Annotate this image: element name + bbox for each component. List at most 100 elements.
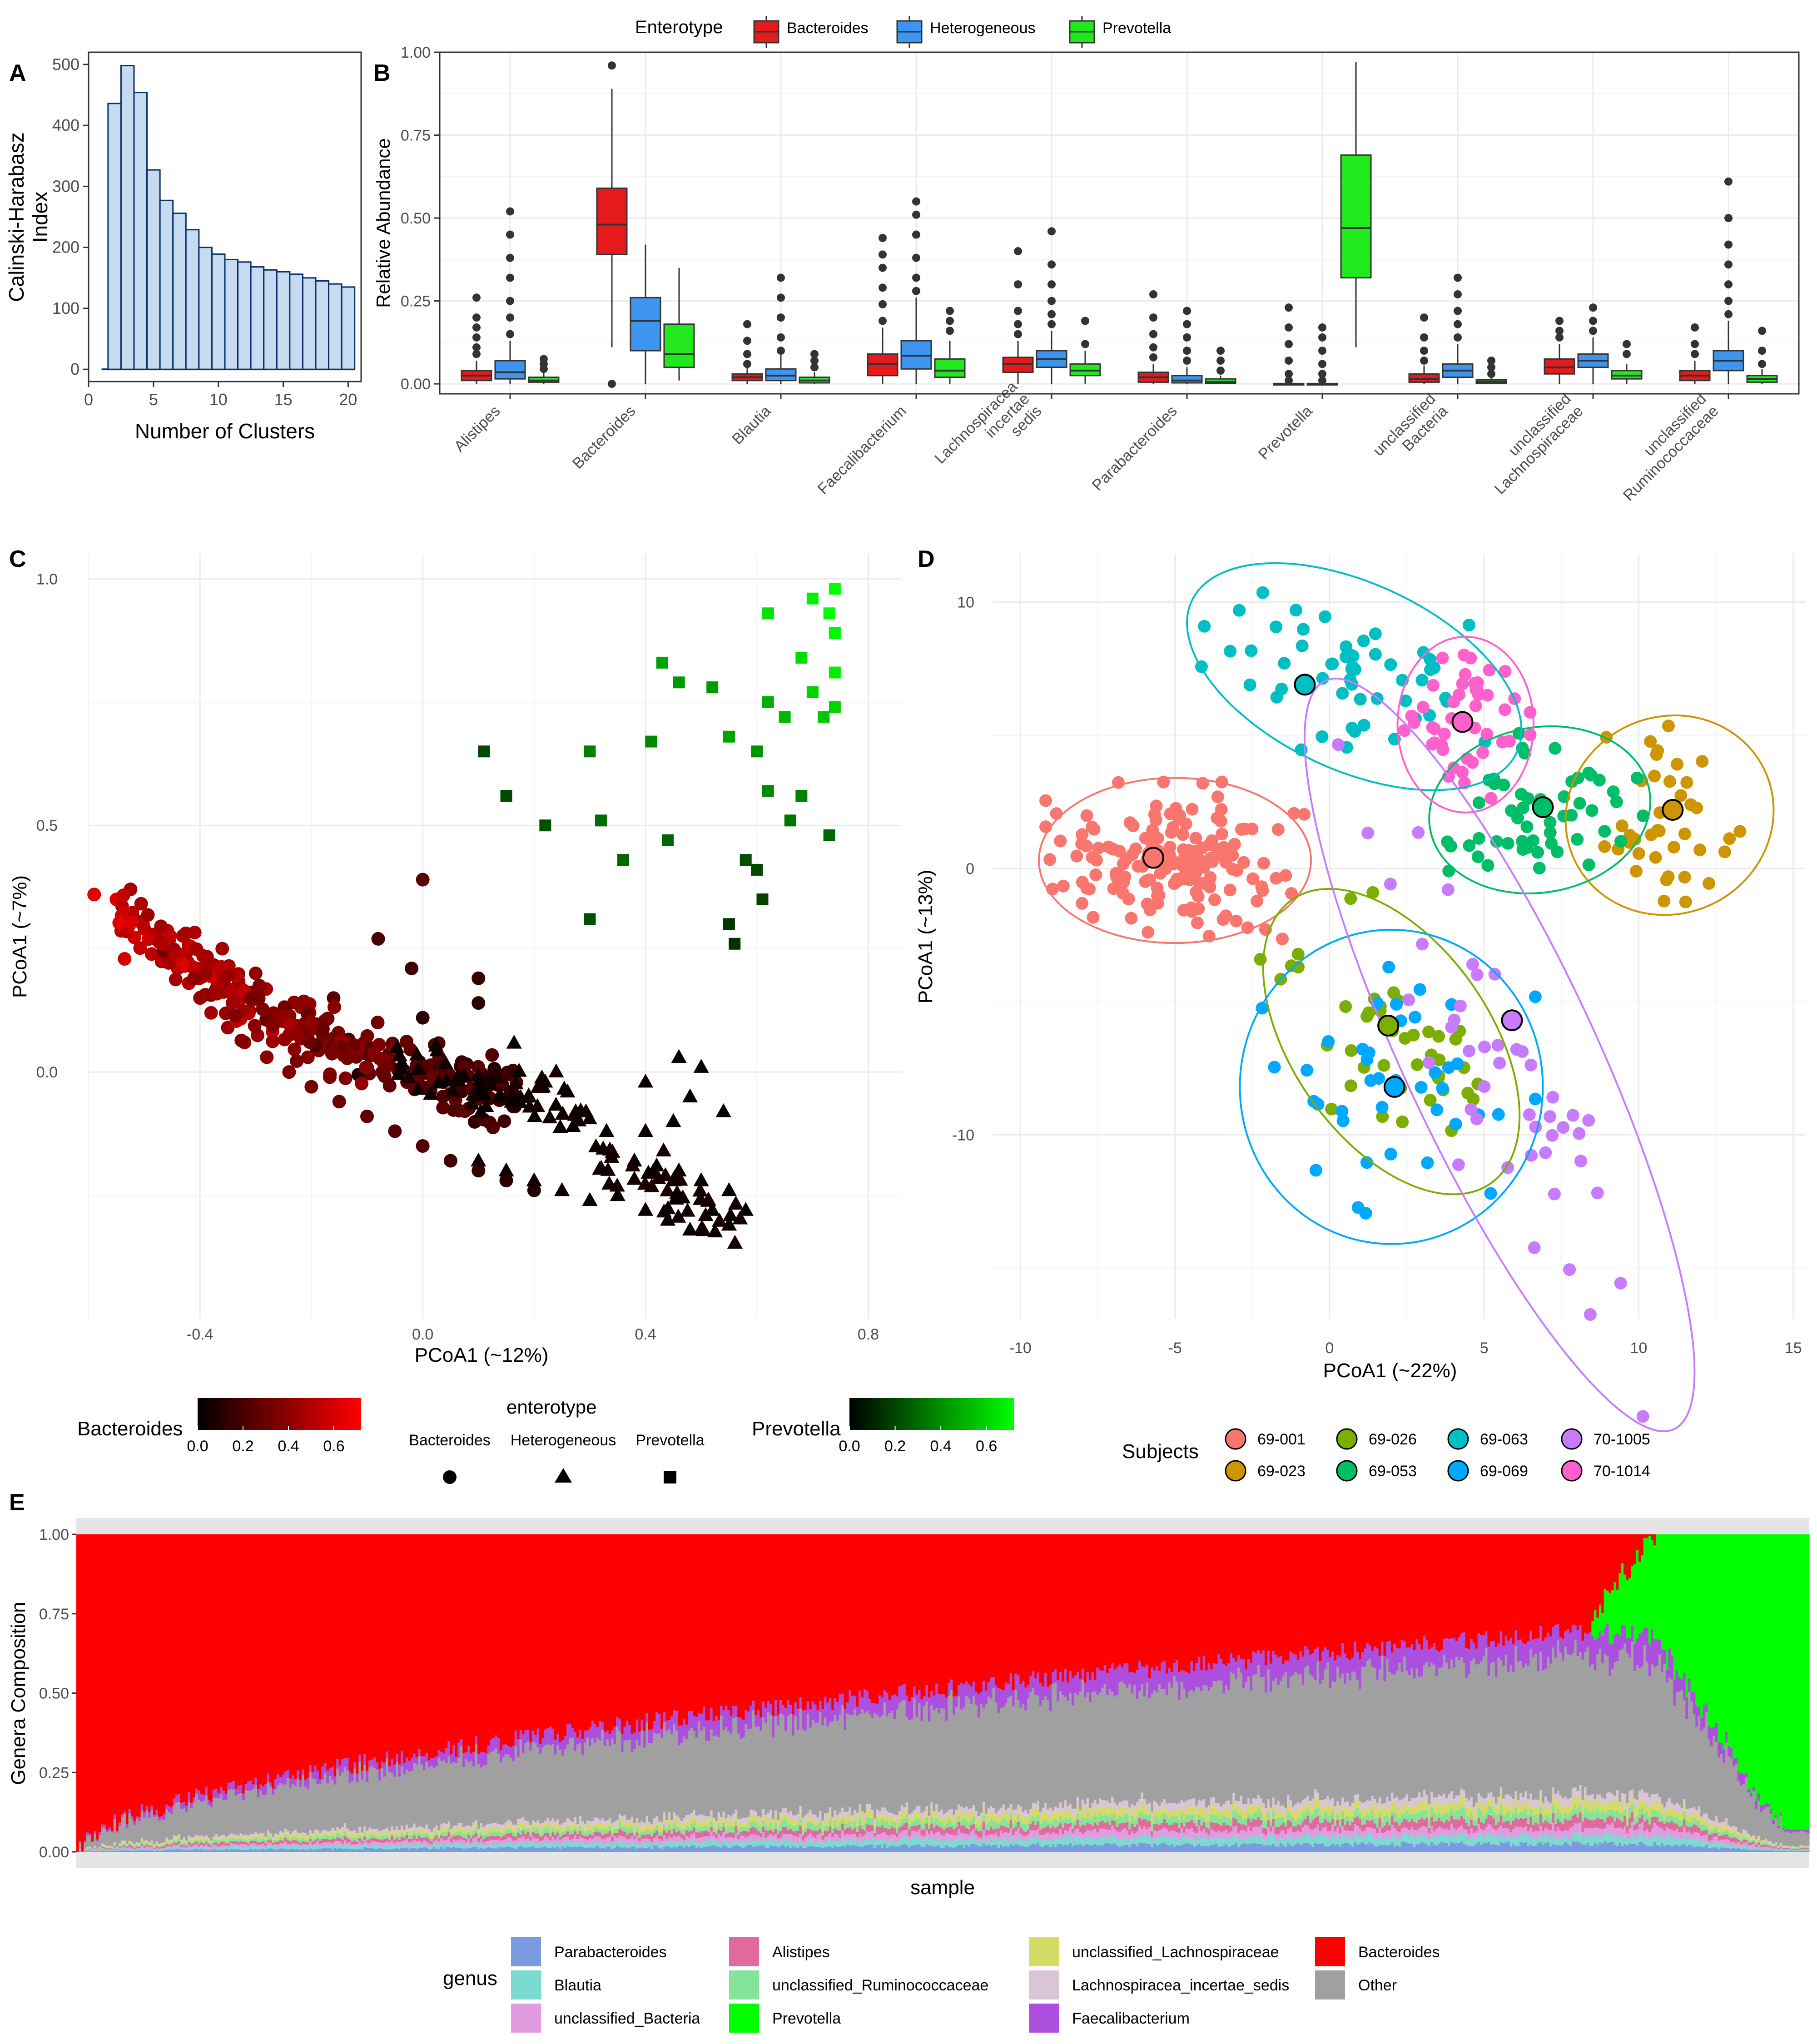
panel-e-segment bbox=[814, 1831, 817, 1838]
panel-e-segment bbox=[326, 1848, 329, 1852]
panel-e-segment bbox=[752, 1701, 755, 1711]
panel-e-segment bbox=[234, 1836, 238, 1839]
panel-e-segment bbox=[331, 1827, 334, 1831]
panel-e-segment bbox=[287, 1831, 290, 1834]
panel-e-segment bbox=[782, 1820, 785, 1827]
panel-d-point-69-001 bbox=[1120, 853, 1133, 866]
panel-e-segment bbox=[893, 1822, 896, 1829]
panel-e-segment bbox=[234, 1846, 238, 1850]
panel-e-segment bbox=[108, 1850, 111, 1851]
panel-e-segment bbox=[881, 1825, 884, 1833]
panel-e-segment bbox=[383, 1849, 386, 1852]
panel-c-point-heterogeneous bbox=[478, 1098, 494, 1112]
panel-e-segment bbox=[495, 1836, 498, 1841]
panel-c-point-heterogeneous bbox=[640, 1165, 656, 1179]
panel-e-segment bbox=[804, 1832, 807, 1838]
panel-e-segment bbox=[185, 1849, 188, 1851]
panel-e-segment bbox=[316, 1845, 319, 1849]
panel-e-segment bbox=[846, 1702, 849, 1714]
panel-e-segment bbox=[343, 1840, 347, 1845]
panel-e-segment bbox=[495, 1831, 498, 1836]
panel-c-point-heterogeneous bbox=[474, 1082, 490, 1096]
panel-e-segment bbox=[804, 1731, 807, 1816]
panel-e-segment bbox=[735, 1845, 738, 1852]
panel-d-xtick-label: -5 bbox=[1168, 1340, 1182, 1357]
panel-e-segment bbox=[740, 1836, 743, 1841]
panel-c-point-heterogeneous bbox=[510, 1093, 526, 1107]
panel-e-segment bbox=[165, 1850, 169, 1852]
panel-e-segment bbox=[613, 1833, 616, 1836]
panel-e-segment bbox=[440, 1838, 443, 1843]
panel-e-segment bbox=[210, 1846, 213, 1847]
panel-e-segment bbox=[633, 1823, 636, 1829]
panel-e-segment bbox=[178, 1534, 181, 1795]
panel-e-segment bbox=[702, 1840, 705, 1847]
subjects-legend-key-69-063 bbox=[1447, 1428, 1469, 1450]
panel-e-segment bbox=[710, 1534, 713, 1708]
panel-e-segment bbox=[118, 1851, 121, 1852]
panel-e-segment bbox=[640, 1843, 644, 1847]
panel-e-segment bbox=[504, 1754, 507, 1822]
panel-e-segment bbox=[851, 1825, 854, 1830]
panel-e-segment bbox=[314, 1833, 317, 1837]
panel-e-segment bbox=[269, 1848, 273, 1852]
panel-e-segment bbox=[113, 1842, 116, 1844]
panel-e-segment bbox=[262, 1836, 265, 1839]
panel-e-segment bbox=[722, 1811, 725, 1817]
panel-e-segment bbox=[297, 1778, 300, 1833]
panel-c-point-bacteroides bbox=[485, 1048, 499, 1062]
panel-e-segment bbox=[512, 1824, 515, 1828]
panel-c-point-prevotella bbox=[662, 834, 674, 846]
panel-c-point-prevotella bbox=[795, 790, 808, 802]
panel-e-segment bbox=[685, 1739, 688, 1816]
panel-e-segment bbox=[640, 1825, 644, 1831]
panel-e-segment bbox=[143, 1847, 146, 1850]
panel-e-segment bbox=[598, 1848, 601, 1852]
panel-e-segment bbox=[418, 1829, 421, 1833]
panel-e-segment bbox=[522, 1816, 525, 1822]
panel-d-point-69-001 bbox=[1080, 809, 1093, 822]
panel-e-segment bbox=[242, 1839, 245, 1842]
panel-e-segment bbox=[158, 1820, 161, 1844]
panel-e-segment bbox=[180, 1846, 183, 1849]
panel-e-segment bbox=[569, 1723, 572, 1738]
panel-e-segment bbox=[485, 1825, 488, 1830]
panel-e-segment bbox=[695, 1534, 698, 1717]
panel-e-segment bbox=[116, 1832, 119, 1847]
panel-e-segment bbox=[477, 1754, 480, 1764]
panel-letter-b: B bbox=[373, 60, 391, 86]
panel-e-segment bbox=[358, 1755, 362, 1762]
panel-e-segment bbox=[779, 1846, 782, 1852]
panel-e-segment bbox=[150, 1841, 154, 1842]
panel-e-segment bbox=[559, 1825, 562, 1829]
panel-e-segment bbox=[247, 1846, 250, 1848]
panel-e-segment bbox=[653, 1833, 656, 1838]
panel-e-segment bbox=[338, 1776, 342, 1829]
panel-e-segment bbox=[244, 1837, 248, 1840]
panel-e-segment bbox=[618, 1534, 621, 1719]
panel-e-segment bbox=[252, 1839, 255, 1841]
panel-e-segment bbox=[259, 1833, 263, 1836]
panel-e-segment bbox=[705, 1836, 708, 1841]
panel-d-ytick-label: 10 bbox=[957, 594, 974, 611]
panel-e-segment bbox=[564, 1831, 567, 1834]
panel-d-point-69-001 bbox=[1185, 905, 1198, 918]
panel-d-point-69-001 bbox=[1070, 849, 1083, 863]
panel-e-segment bbox=[423, 1837, 426, 1841]
panel-e-segment bbox=[849, 1827, 852, 1835]
panel-e-segment bbox=[613, 1744, 616, 1822]
panel-e-segment bbox=[239, 1838, 243, 1841]
panel-e-segment bbox=[423, 1834, 426, 1838]
panel-c-point-heterogeneous bbox=[698, 1207, 714, 1221]
panel-e-segment bbox=[193, 1802, 196, 1837]
panel-e-segment bbox=[742, 1848, 745, 1852]
panel-e-segment bbox=[653, 1829, 656, 1833]
panel-e-segment bbox=[178, 1834, 181, 1836]
panel-e-segment bbox=[267, 1534, 270, 1774]
panel-e-segment bbox=[272, 1795, 275, 1837]
panel-e-segment bbox=[297, 1832, 300, 1836]
panel-e-segment bbox=[467, 1831, 471, 1836]
panel-e-segment bbox=[814, 1847, 817, 1852]
panel-e-segment bbox=[227, 1843, 230, 1846]
panel-c-point-prevotella bbox=[806, 592, 819, 605]
